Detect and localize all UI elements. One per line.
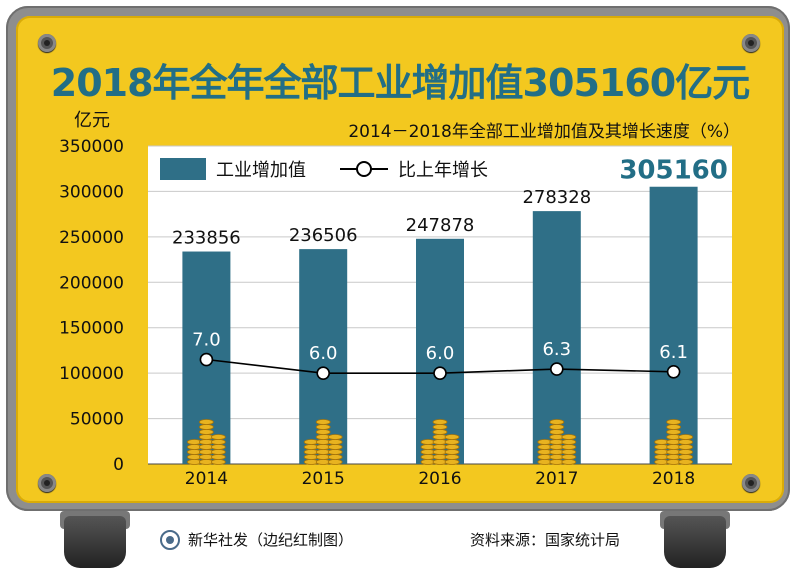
coin-icon bbox=[561, 449, 577, 455]
growth-value-label: 6.0 bbox=[426, 343, 455, 364]
coin-icon bbox=[678, 444, 693, 450]
xinhua-logo-icon bbox=[160, 529, 180, 550]
y-tick-label: 300000 bbox=[59, 182, 124, 202]
x-tick-label: 2017 bbox=[535, 469, 578, 489]
credit-text: 新华社发（边纪红制图） bbox=[188, 531, 354, 549]
coin-icon bbox=[315, 429, 331, 435]
growth-value-label: 6.1 bbox=[659, 342, 688, 363]
legend-line-label: 比上年增长 bbox=[398, 160, 488, 181]
growth-value-label: 6.0 bbox=[309, 343, 338, 364]
sign-leg-right bbox=[664, 516, 726, 568]
screw-icon bbox=[742, 34, 760, 52]
coin-icon bbox=[210, 459, 226, 465]
x-tick-label: 2016 bbox=[418, 469, 461, 489]
coin-icon bbox=[432, 419, 448, 425]
screw-icon bbox=[38, 34, 56, 52]
y-tick-label: 350000 bbox=[59, 137, 124, 157]
screw-icon bbox=[38, 474, 56, 492]
chart-subtitle: 2014－2018年全部工业增加值及其增长速度（%） bbox=[348, 122, 740, 142]
legend-bar-label: 工业增加值 bbox=[216, 160, 306, 181]
coin-icon bbox=[198, 419, 214, 425]
growth-point bbox=[433, 366, 447, 380]
coin-icon bbox=[210, 454, 226, 460]
x-tick-label: 2018 bbox=[652, 469, 695, 489]
legend-line-swatch bbox=[340, 158, 388, 180]
coin-icon bbox=[678, 439, 693, 445]
coin-icon bbox=[678, 454, 693, 460]
coin-icon bbox=[432, 424, 448, 430]
coin-icon bbox=[444, 459, 460, 465]
main-title: 2018年全年全部工业增加值305160亿元 bbox=[50, 61, 750, 105]
x-tick-label: 2015 bbox=[302, 469, 345, 489]
coin-icon bbox=[549, 419, 565, 425]
coin-icon bbox=[678, 459, 693, 465]
coin-icon bbox=[666, 419, 681, 425]
coin-icon bbox=[444, 449, 460, 455]
y-tick-label: 250000 bbox=[59, 228, 124, 248]
y-tick-label: 150000 bbox=[59, 319, 124, 339]
coin-icon bbox=[315, 424, 331, 430]
growth-point bbox=[549, 362, 564, 376]
bar-value-label: 247878 bbox=[406, 215, 475, 236]
coin-icon bbox=[561, 454, 577, 460]
screw-icon bbox=[742, 474, 760, 492]
coin-icon bbox=[327, 434, 343, 440]
growth-value-label: 6.3 bbox=[542, 339, 571, 360]
coin-icon bbox=[198, 424, 214, 430]
coin-icon bbox=[444, 444, 460, 450]
coin-icon bbox=[444, 454, 460, 460]
coin-icon bbox=[666, 429, 681, 435]
coin-icon bbox=[432, 429, 448, 435]
sign-leg-left bbox=[64, 516, 126, 568]
coin-icon bbox=[444, 434, 460, 440]
coin-icon bbox=[210, 449, 226, 455]
coin-icon bbox=[327, 439, 343, 445]
bar-value-label: 236506 bbox=[289, 225, 358, 246]
y-axis-unit: 亿元 bbox=[74, 110, 110, 131]
growth-point bbox=[199, 352, 214, 367]
y-tick-label: 200000 bbox=[59, 273, 124, 293]
coin-icon bbox=[561, 459, 577, 465]
bar-value-label: 305160 bbox=[619, 156, 728, 186]
growth-value-label: 7.0 bbox=[192, 330, 221, 351]
y-tick-label: 50000 bbox=[70, 410, 124, 430]
coin-icon bbox=[327, 459, 343, 465]
coin-icon bbox=[561, 444, 577, 450]
coin-icon bbox=[444, 439, 460, 445]
data-source: 资料来源：国家统计局 bbox=[470, 531, 621, 549]
bar-value-label: 233856 bbox=[172, 228, 241, 249]
coin-icon bbox=[666, 424, 681, 430]
x-tick-label: 2014 bbox=[185, 469, 228, 489]
coin-icon bbox=[327, 444, 343, 450]
growth-point bbox=[666, 364, 681, 379]
legend-bar-swatch bbox=[160, 158, 206, 180]
coin-icon bbox=[549, 429, 565, 435]
y-tick-label: 100000 bbox=[59, 364, 124, 384]
coin-icon bbox=[327, 454, 343, 460]
bar-value-label: 278328 bbox=[522, 187, 591, 208]
coin-icon bbox=[210, 434, 226, 440]
coin-icon bbox=[678, 434, 693, 440]
coin-icon bbox=[315, 419, 331, 425]
coin-icon bbox=[678, 449, 693, 455]
coin-icon bbox=[561, 439, 577, 445]
coin-icon bbox=[327, 449, 343, 455]
coin-icon bbox=[549, 424, 565, 430]
coin-icon bbox=[210, 444, 226, 450]
coin-icon bbox=[561, 434, 577, 440]
y-tick-label: 0 bbox=[113, 455, 124, 475]
credit: 新华社发（边纪红制图） bbox=[160, 529, 353, 550]
coin-icon bbox=[198, 429, 214, 435]
growth-point bbox=[316, 366, 331, 380]
legend: 工业增加值 比上年增长 bbox=[160, 155, 488, 183]
coin-icon bbox=[210, 439, 226, 445]
bar bbox=[649, 186, 698, 464]
